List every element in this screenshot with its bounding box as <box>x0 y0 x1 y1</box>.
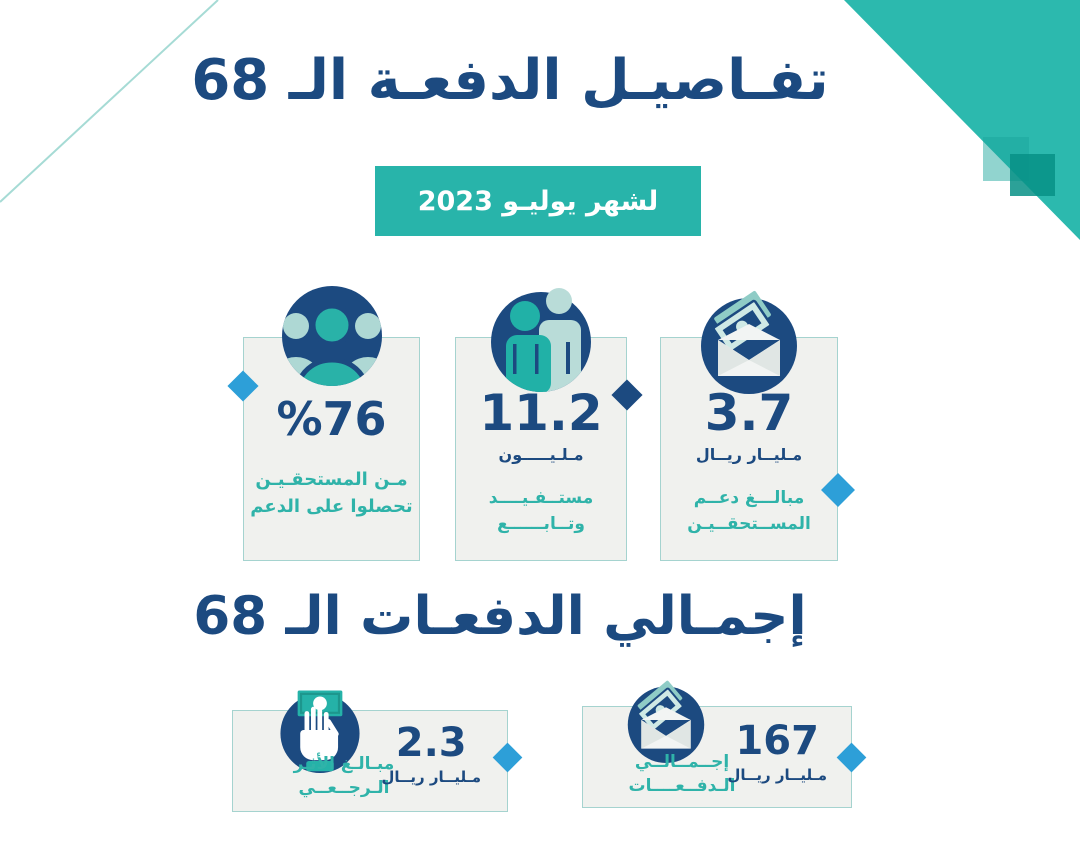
money-envelope-icon <box>623 675 709 769</box>
corner-triangle-decoration <box>844 0 1080 240</box>
stat-card-beneficiaries: 11.2 مـلـيـــــون مستــفـيــــد وتــابــ… <box>455 288 643 561</box>
users-group-icon <box>280 284 384 392</box>
stat-label: مبالـــغ دعــم المســتحقــيـن <box>687 488 811 534</box>
stat-unit: مـلـيـــــون <box>498 445 584 464</box>
diamond-marker <box>227 370 259 402</box>
stat-card-total-batches: إجــمــالــي الـدفــعــــات 167 مـليــار… <box>582 680 867 808</box>
stat-value: 3.7 <box>704 384 794 442</box>
stat-unit: مـليــار ريــال <box>695 445 803 464</box>
stat-number-block: 2.3 مـليــار ريــال <box>381 723 481 786</box>
two-persons-icon <box>489 284 593 398</box>
stat-value: 11.2 <box>479 384 603 442</box>
stat-label: مـن المستحقـيـن تحصلوا على الدعم <box>250 469 413 517</box>
diamond-marker <box>836 742 867 773</box>
teal-square-dark-decoration <box>1010 154 1055 196</box>
diamond-marker <box>492 742 523 773</box>
stat-label: مستــفـيــــد وتــابــــــع <box>488 488 594 534</box>
stat-card-pct-received: %76 مـن المستحقـيـن تحصلوا على الدعم <box>227 286 420 561</box>
page-title: تفـاصيـل الدفعـة الـ 68 <box>191 48 829 113</box>
diamond-marker <box>821 473 855 507</box>
money-envelope-icon <box>695 284 803 400</box>
stat-value: %76 <box>276 392 387 446</box>
stat-label: إجــمــالــي الـدفــعــــات <box>628 752 736 797</box>
stat-card-support-amounts: 3.7 مـليــار ريــال مبالـــغ دعــم المسـ… <box>660 291 855 561</box>
stat-unit: مـليــار ريــال <box>727 766 827 784</box>
date-badge: لشهر يوليـو 2023 <box>375 166 701 236</box>
stat-value: 2.3 <box>395 720 467 766</box>
stat-number-block: 167 مـليــار ريــال <box>727 721 827 784</box>
stat-label: مبـالـغ الأثـر الـرجــعــي <box>293 754 395 799</box>
stat-unit: مـليــار ريــال <box>381 768 481 786</box>
section-title-totals: إجمـالي الدفعـات الـ 68 <box>193 586 807 647</box>
hand-money-icon <box>277 685 363 779</box>
stat-value: 167 <box>735 718 819 764</box>
diamond-marker <box>611 379 643 411</box>
stat-card-retroactive: مبـالـغ الأثـر الـرجــعــي 2.3 مـليــار … <box>232 690 523 812</box>
